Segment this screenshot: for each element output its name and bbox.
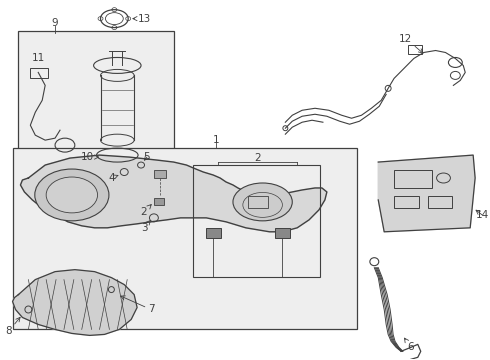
Bar	[154, 170, 166, 178]
Bar	[194, 165, 320, 276]
Bar	[275, 228, 290, 238]
Text: 5: 5	[144, 152, 150, 162]
Text: 2: 2	[254, 153, 261, 163]
Bar	[154, 198, 164, 205]
Bar	[248, 196, 268, 208]
Bar	[206, 228, 221, 238]
Bar	[394, 170, 432, 188]
Text: 4: 4	[108, 173, 118, 183]
Bar	[428, 196, 452, 208]
Polygon shape	[378, 155, 475, 232]
Ellipse shape	[233, 183, 292, 221]
Text: 2: 2	[141, 204, 151, 217]
Text: 9: 9	[52, 18, 58, 28]
Text: 1: 1	[213, 135, 220, 145]
Text: 11: 11	[32, 54, 45, 63]
Ellipse shape	[46, 177, 98, 213]
Bar	[13, 148, 357, 329]
Bar	[394, 196, 419, 208]
Text: 8: 8	[5, 318, 20, 336]
Text: 13: 13	[133, 14, 150, 24]
Bar	[30, 68, 48, 78]
Text: 3: 3	[141, 220, 150, 233]
Text: 12: 12	[399, 33, 423, 53]
Text: 14: 14	[475, 210, 489, 220]
Polygon shape	[13, 270, 137, 336]
Bar	[19, 31, 173, 185]
Text: 7: 7	[121, 296, 154, 315]
Text: 6: 6	[404, 338, 414, 352]
Text: 10: 10	[81, 152, 98, 162]
Polygon shape	[21, 155, 327, 232]
Ellipse shape	[35, 169, 109, 221]
Bar	[408, 45, 422, 54]
